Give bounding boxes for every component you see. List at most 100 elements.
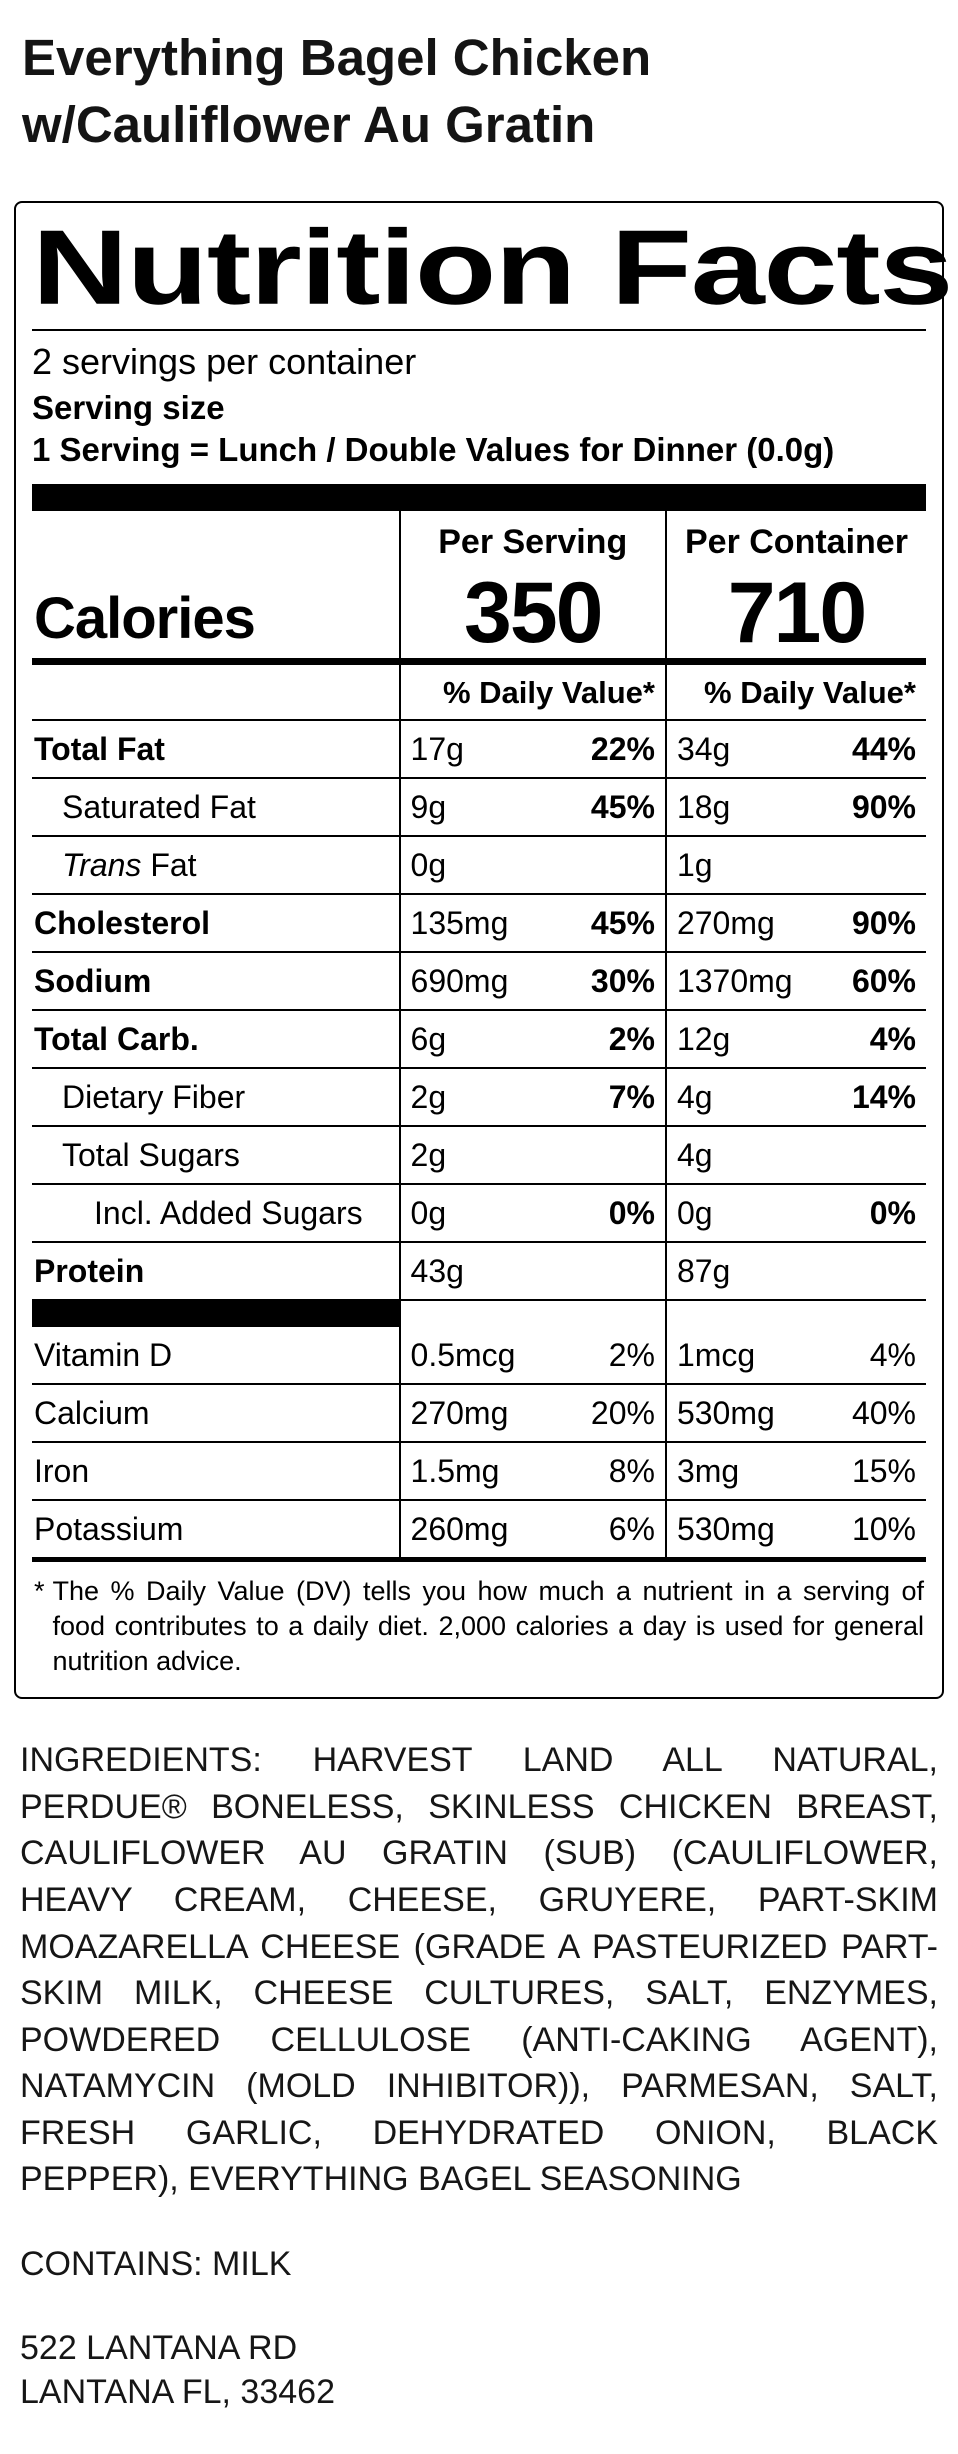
per-serving-cell: 9g 45% [398,778,665,835]
nutrient-row-calcium: Calcium 270mg 20% 530mg 40% [32,1384,926,1443]
amount: 260mg [410,1510,509,1547]
daily-value: 40% [851,1394,916,1431]
daily-value: 0% [608,1194,655,1231]
daily-value: 22% [590,730,655,767]
daily-value: 2% [608,1020,655,1057]
per-container-cell: 270mg 90% [664,894,926,951]
daily-value-header-per-serving: % Daily Value* [398,664,665,719]
nutrient-row-potassium: Potassium 260mg 6% 530mg 10% [32,1500,926,1557]
address-line-2: LANTANA FL, 33462 [20,2373,335,2412]
amount: 0.5mcg [410,1336,516,1373]
amount: 270mg [410,1394,509,1431]
nutrient-row-iron: Iron 1.5mg 8% 3mg 15% [32,1442,926,1501]
nutrient-row-saturated-fat: Saturated Fat 9g 45% 18g 90% [32,778,926,837]
per-serving-header: Per Serving [398,510,665,564]
daily-value: 4% [869,1336,916,1373]
daily-value-header-spacer [32,665,399,719]
daily-value-header-row: % Daily Value* % Daily Value* [32,664,926,721]
nutrient-name: Potassium [34,1510,184,1547]
serving-size-value: 1 Serving = Lunch / Double Values for Di… [32,430,835,468]
amount: 1370mg [676,962,793,999]
per-container-cell: 1370mg 60% [664,952,926,1009]
per-serving-cell: 1.5mg 8% [398,1442,665,1499]
ingredients-statement: INGREDIENTS: HARVEST LAND ALL NATURAL, P… [20,1741,938,2199]
per-serving-cell: 17g 22% [398,720,665,777]
per-serving-cell: 2g 7% [398,1068,665,1125]
per-container-cell: 3mg 15% [664,1442,926,1499]
amount: 530mg [676,1510,775,1547]
title-line-1: Everything Bagel Chicken [22,29,652,86]
per-serving-cell: 690mg 30% [398,952,665,1009]
amount: 18g [676,788,731,825]
amount: 0g [676,1194,713,1231]
per-serving-cell: 135mg 45% [398,894,665,951]
amount: 4g [676,1078,713,1115]
address-line-1: 522 LANTANA RD [20,2329,298,2368]
servings-per-container: 2 servings per container [32,340,417,382]
footnote: * The % Daily Value (DV) tells you how m… [32,1556,926,1683]
nutrient-row-total-carb: Total Carb. 6g 2% 12g 4% [32,1010,926,1069]
daily-value: 45% [590,788,655,825]
daily-value: 30% [590,962,655,999]
daily-value: 8% [608,1452,655,1489]
nutrient-name: Trans Fat [62,846,197,883]
nutrient-name: Cholesterol [34,904,211,941]
address: 522 LANTANA RD LANTANA FL, 33462 [20,2326,938,2414]
daily-value: 90% [851,904,916,941]
nutrient-row-sodium: Sodium 690mg 30% 1370mg 60% [32,952,926,1011]
amount: 2g [410,1078,447,1115]
nutrient-row-protein: Protein 43g 87g [32,1242,926,1301]
nutrient-name: Saturated Fat [62,788,256,825]
calories-row: Calories 350 710 [32,563,926,665]
per-serving-cell: 0.5mcg 2% [398,1326,665,1383]
daily-value: 15% [851,1452,916,1489]
amount: 270mg [676,904,775,941]
amount: 6g [410,1020,447,1057]
amount: 3mg [676,1452,740,1489]
amount: 690mg [410,962,509,999]
per-container-cell: 0g 0% [664,1184,926,1241]
per-container-cell: 1mcg 4% [664,1326,926,1383]
amount: 135mg [410,904,509,941]
serving-size-label: Serving size [32,388,225,426]
nutrient-row-added-sugars: Incl. Added Sugars 0g 0% 0g 0% [32,1184,926,1243]
daily-value: 44% [851,730,916,767]
per-container-cell: 4g 14% [664,1068,926,1125]
per-serving-cell: 0g [398,836,665,893]
column-header-row: Per Serving Per Container [32,510,926,564]
per-container-header: Per Container [664,510,926,564]
nutrient-name: Protein [34,1252,145,1289]
column-header-spacer [32,511,399,564]
amount: 0g [410,1194,447,1231]
nutrient-row-total-fat: Total Fat 17g 22% 34g 44% [32,720,926,779]
amount: 34g [676,730,731,767]
calories-label: Calories [34,585,256,651]
per-serving-cell: 260mg 6% [398,1500,665,1557]
nutrient-name: Iron [34,1452,90,1489]
amount: 43g [410,1252,464,1289]
protein-divider-bar [32,1300,399,1327]
nutrient-row-cholesterol: Cholesterol 135mg 45% 270mg 90% [32,894,926,953]
nutrient-rows: Total Fat 17g 22% 34g 44% Saturated Fat 9g 45% 1… [32,720,926,1301]
daily-value: 45% [590,904,655,941]
nutrient-row-trans-fat: Trans Fat 0g 1g [32,836,926,895]
thick-divider [32,483,926,511]
thin-divider [32,328,926,331]
per-container-cell: 87g [664,1242,926,1299]
nutrient-name: Calcium [34,1394,150,1431]
daily-value: 60% [851,962,916,999]
nutrient-name: Total Sugars [62,1136,240,1173]
per-serving-cell: 43g [398,1242,665,1299]
per-serving-cell: 270mg 20% [398,1384,665,1441]
page-title: Everything Bagel Chicken w/Cauliflower A… [22,24,936,159]
protein-divider-spacer-ps [398,1300,665,1327]
daily-value-header-per-container: % Daily Value* [664,664,926,719]
per-container-cell: 4g [664,1126,926,1183]
calories-per-serving: 350 [398,563,665,658]
nutrition-facts-heading: Nutrition Facts [32,208,953,327]
daily-value: 2% [608,1336,655,1373]
nutrient-name: Total Carb. [34,1020,199,1057]
nutrition-facts-label: Nutrition Facts 2 servings per container… [14,200,953,1700]
nutrient-name: Dietary Fiber [62,1078,246,1115]
per-container-cell: 18g 90% [664,778,926,835]
